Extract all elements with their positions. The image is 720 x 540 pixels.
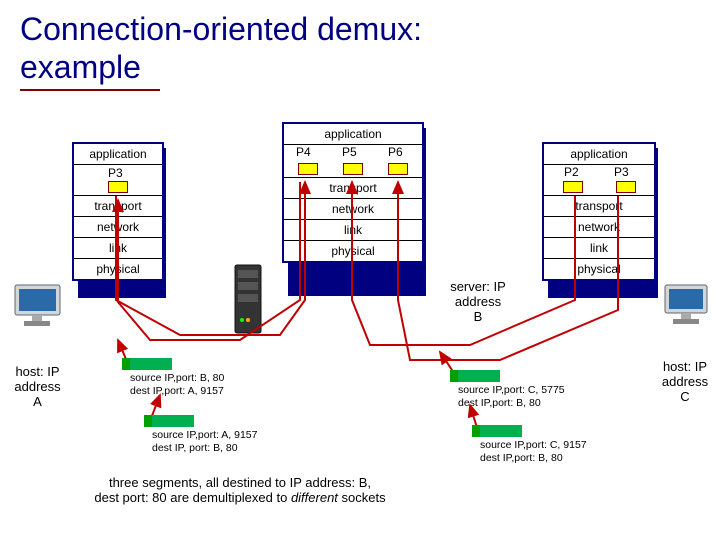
packet-1-label: source IP,port: B, 80dest IP,port: A, 91… — [130, 372, 224, 397]
host-c-label: host: IPaddressC — [650, 360, 720, 405]
layer-label: physical — [74, 259, 162, 279]
monitor-a — [10, 280, 70, 335]
packet-3 — [450, 370, 500, 382]
packet-3-label: source IP,port: C, 5775dest IP,port: B, … — [458, 384, 565, 409]
layer-label: application — [74, 144, 162, 165]
process-p4: P4 — [296, 145, 311, 159]
socket — [343, 163, 363, 175]
socket — [298, 163, 318, 175]
socket — [563, 181, 583, 193]
layer-label: network — [74, 217, 162, 238]
monitor-c — [660, 280, 715, 335]
layer-label: link — [544, 238, 654, 259]
stack-a: application P3 transport network link ph… — [72, 142, 164, 281]
server-b-label: server: IPaddressB — [438, 280, 518, 325]
packet-2 — [144, 415, 194, 427]
socket — [616, 181, 636, 193]
process-p5: P5 — [342, 145, 357, 159]
layer-label: physical — [544, 259, 654, 279]
layer-label: link — [284, 220, 422, 241]
layer-label: network — [544, 217, 654, 238]
process-p3: P3 — [108, 166, 123, 180]
layer-label: physical — [284, 241, 422, 261]
layer-label: transport — [74, 196, 162, 217]
server-icon — [230, 260, 270, 340]
sock-row-a — [74, 179, 162, 196]
caption: three segments, all destined to IP addre… — [40, 475, 440, 505]
process-p6: P6 — [388, 145, 403, 159]
layer-label: transport — [544, 196, 654, 217]
socket — [108, 181, 128, 193]
packet-1 — [122, 358, 172, 370]
packet-4-label: source IP,port: C, 9157dest IP,port: B, … — [480, 439, 587, 464]
layer-label: network — [284, 199, 422, 220]
stack-c: application P2 P3 transport network link… — [542, 142, 656, 281]
packet-2-label: source IP,port: A, 9157dest IP, port: B,… — [152, 429, 257, 454]
packet-4 — [472, 425, 522, 437]
socket — [388, 163, 408, 175]
layer-label: application — [544, 144, 654, 165]
process-p3c: P3 — [614, 165, 629, 179]
layer-label: application — [284, 124, 422, 145]
layer-label: link — [74, 238, 162, 259]
sock-row-b — [284, 161, 422, 178]
stack-b: application P4 P5 P6 transport network l… — [282, 122, 424, 263]
host-a-label: host: IPaddressA — [0, 365, 75, 410]
process-p2: P2 — [564, 165, 579, 179]
sock-row-c — [544, 179, 654, 196]
layer-label: transport — [284, 178, 422, 199]
